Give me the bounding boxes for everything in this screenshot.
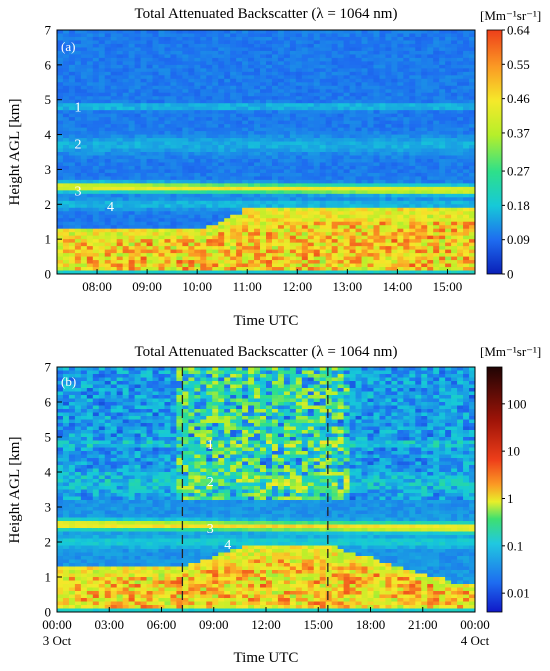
x-tick-label: 11:00 (233, 279, 262, 294)
panel-a-frame (56, 29, 476, 275)
y-tick-label: 0 (45, 267, 52, 282)
panel-a-plot-area (57, 30, 475, 274)
layer-label: 3 (207, 522, 214, 537)
colorbar-tick-label: 0.01 (507, 586, 530, 601)
y-tick-label: 7 (45, 360, 52, 375)
x-tick-label: 13:00 (333, 279, 363, 294)
layer-label: 2 (75, 137, 82, 152)
x-date-label: 3 Oct (43, 633, 72, 648)
x-tick-label: 00:00 (460, 617, 490, 632)
y-tick-label: 1 (45, 232, 52, 247)
y-tick-label: 3 (45, 162, 52, 177)
panel-a-x-label: Time UTC (234, 313, 299, 329)
panel-b-title: Total Attenuated Backscatter (λ = 1064 n… (135, 344, 398, 360)
panel-a-y-ticks: 0 1 2 3 4 5 6 7 (45, 23, 62, 282)
layer-label: 1 (75, 101, 82, 116)
y-tick-label: 6 (45, 57, 52, 72)
panel-b-colorbar-ticks: 0.01 0.1 1 10 100 (502, 396, 530, 601)
panel-a-colorbar-unit: [Mm⁻¹sr⁻¹] (480, 8, 541, 23)
y-tick-label: 4 (45, 465, 52, 480)
x-tick-label: 14:00 (383, 279, 413, 294)
y-tick-label: 7 (45, 23, 52, 38)
panel-b-tag: (b) (61, 374, 76, 389)
panel-a-y-label: Height AGL [km] (7, 99, 23, 206)
panel-a-title: Total Attenuated Backscatter (λ = 1064 n… (135, 6, 398, 22)
colorbar-tick-label: 0.1 (507, 538, 523, 553)
colorbar-tick-label: 0.46 (507, 91, 530, 106)
panel-b-x-dates: 3 Oct 4 Oct (43, 633, 490, 648)
x-tick-label: 12:00 (282, 279, 312, 294)
y-tick-label: 6 (45, 395, 52, 410)
y-tick-label: 0 (45, 605, 52, 620)
panel-b-window-lines (181, 367, 329, 612)
colorbar-tick-label: 0 (507, 267, 514, 282)
x-tick-label: 00:00 (42, 617, 72, 632)
y-tick-label: 4 (45, 127, 52, 142)
panel-b-colorbar: [Mm⁻¹sr⁻¹] 0.01 0.1 1 10 100 (480, 344, 541, 613)
y-tick-label: 3 (45, 500, 52, 515)
y-tick-label: 2 (45, 535, 52, 550)
panel-b-x-ticks: 00:00 03:00 06:00 09:00 12:00 15:00 18:00 21:00… (42, 607, 490, 632)
panel-a-colorbar: [Mm⁻¹sr⁻¹] 0 0.09 0.18 0.27 0.37 0.46 0.55 0.64 (480, 8, 541, 282)
layer-label: 3 (75, 184, 82, 199)
panel-a-tag: (a) (61, 39, 75, 54)
panel-b-colorbar-unit: [Mm⁻¹sr⁻¹] (480, 344, 541, 359)
colorbar-tick-label: 0.18 (507, 198, 530, 213)
panel-b-y-ticks: 0 1 2 3 4 5 6 7 (45, 360, 62, 620)
y-tick-label: 5 (45, 430, 52, 445)
panel-a-colorbar-gradient (486, 29, 503, 275)
panel-b: Total Attenuated Backscatter (λ = 1064 n… (7, 344, 541, 666)
layer-label: 4 (224, 538, 231, 553)
x-tick-label: 12:00 (251, 617, 281, 632)
y-tick-label: 1 (45, 570, 52, 585)
colorbar-tick-label: 0.64 (507, 23, 530, 38)
colorbar-tick-label: 0.09 (507, 232, 530, 247)
panel-a-layer-labels: 1 2 3 4 (75, 101, 115, 215)
panel-b-y-label: Height AGL [km] (7, 437, 23, 544)
x-tick-label: 15:00 (303, 617, 333, 632)
panel-a-x-ticks: 08:00 09:00 10:00 11:00 12:00 13:00 14:00 15:00 (82, 269, 462, 294)
x-tick-label: 15:00 (433, 279, 463, 294)
panel-b-heatmap (57, 367, 475, 612)
panel-a-colorbar-ticks: 0 0.09 0.18 0.27 0.37 0.46 0.55 0.64 (502, 23, 530, 282)
panel-a-heatmap (57, 30, 475, 274)
x-tick-label: 09:00 (132, 279, 162, 294)
x-tick-label: 08:00 (82, 279, 112, 294)
y-tick-label: 5 (45, 92, 52, 107)
x-tick-label: 21:00 (408, 617, 438, 632)
colorbar-tick-label: 1 (507, 491, 514, 506)
layer-label: 1 (207, 438, 214, 453)
x-tick-label: 10:00 (182, 279, 212, 294)
layer-label: 2 (207, 475, 214, 490)
panel-b-layer-labels: 1 2 34 (207, 438, 231, 553)
y-tick-label: 2 (45, 197, 52, 212)
colorbar-tick-label: 0.27 (507, 164, 530, 179)
x-tick-label: 03:00 (94, 617, 124, 632)
panel-b-x-label: Time UTC (234, 650, 299, 666)
panel-b-plot-area (57, 367, 475, 612)
colorbar-tick-label: 10 (507, 444, 520, 459)
colorbar-tick-label: 100 (507, 396, 527, 411)
x-tick-label: 09:00 (199, 617, 229, 632)
x-tick-label: 06:00 (147, 617, 177, 632)
x-tick-label: 18:00 (356, 617, 386, 632)
colorbar-tick-label: 0.55 (507, 57, 530, 72)
layer-label: 4 (107, 200, 114, 215)
panel-b-colorbar-gradient (486, 366, 503, 613)
x-date-label: 4 Oct (461, 633, 490, 648)
colorbar-tick-label: 0.37 (507, 125, 530, 140)
panel-a: Total Attenuated Backscatter (λ = 1064 n… (7, 6, 541, 329)
